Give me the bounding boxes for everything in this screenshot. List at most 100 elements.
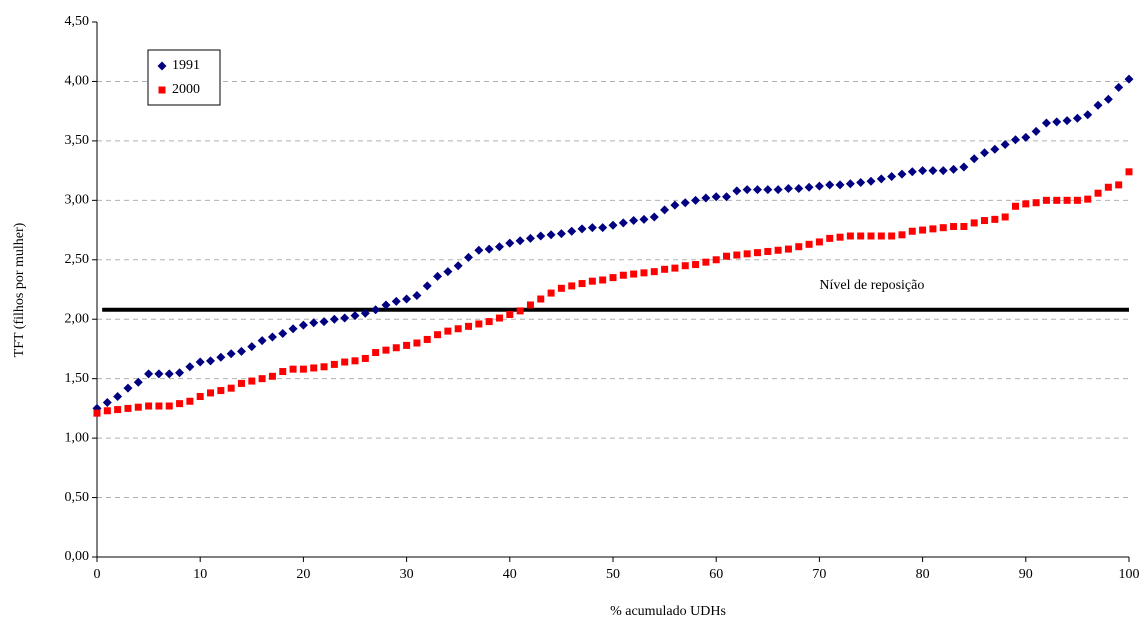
point: [784, 245, 792, 253]
y-tick-label: 0,00: [65, 549, 90, 564]
point: [950, 222, 958, 230]
point: [237, 379, 245, 387]
point: [423, 335, 431, 343]
point: [733, 251, 741, 259]
point: [206, 356, 216, 366]
point: [310, 364, 318, 372]
point: [939, 224, 947, 232]
point: [247, 342, 257, 352]
x-tick-label: 60: [709, 567, 723, 582]
point: [598, 223, 608, 233]
point: [1084, 195, 1092, 203]
point: [216, 352, 226, 362]
point: [671, 264, 679, 272]
point: [826, 234, 834, 242]
legend-marker: [157, 61, 167, 71]
point: [443, 267, 453, 277]
point: [195, 357, 205, 367]
point: [753, 249, 761, 257]
point: [1042, 196, 1050, 204]
point: [114, 406, 122, 414]
point: [661, 265, 669, 273]
x-tick-label: 40: [503, 567, 517, 582]
point: [516, 307, 524, 315]
point: [350, 311, 360, 321]
x-tick-label: 90: [1019, 567, 1033, 582]
legend-label: 2000: [172, 82, 200, 97]
point: [165, 402, 173, 410]
point: [888, 232, 896, 240]
point: [990, 144, 1000, 154]
point: [557, 284, 565, 292]
point: [360, 308, 370, 318]
point: [485, 318, 493, 326]
legend-label: 1991: [172, 58, 200, 73]
x-tick-label: 80: [916, 567, 930, 582]
point: [1103, 94, 1113, 104]
point: [568, 282, 576, 290]
point: [124, 404, 132, 412]
point: [506, 310, 514, 318]
point: [1021, 132, 1031, 142]
point: [692, 261, 700, 269]
point: [299, 365, 307, 373]
point: [578, 280, 586, 288]
point: [268, 372, 276, 380]
reference-label: Nível de reposição: [819, 278, 924, 293]
point: [742, 185, 752, 195]
y-tick-label: 1,00: [65, 430, 90, 445]
point: [227, 384, 235, 392]
point: [444, 327, 452, 335]
point: [1053, 196, 1061, 204]
point: [537, 295, 545, 303]
point: [413, 339, 421, 347]
point: [330, 360, 338, 368]
point: [567, 226, 577, 236]
point: [433, 271, 443, 281]
point: [857, 232, 865, 240]
point: [919, 226, 927, 234]
point: [185, 362, 195, 372]
point: [556, 229, 566, 239]
point: [928, 166, 938, 176]
point: [288, 324, 298, 334]
point: [856, 178, 866, 187]
point: [402, 294, 412, 304]
point: [743, 250, 751, 258]
point: [278, 328, 288, 338]
point: [175, 368, 185, 378]
point: [207, 389, 215, 397]
point: [123, 383, 133, 393]
point: [1083, 110, 1093, 120]
point: [1031, 126, 1041, 136]
point: [341, 358, 349, 366]
point: [1010, 135, 1020, 145]
point: [217, 387, 225, 395]
point: [867, 232, 875, 240]
point: [1032, 199, 1040, 207]
point: [279, 368, 287, 376]
point: [1073, 196, 1081, 204]
point: [93, 409, 101, 417]
point: [465, 322, 473, 330]
point: [681, 262, 689, 270]
point: [763, 185, 773, 195]
point: [949, 164, 959, 174]
point: [474, 245, 484, 255]
point: [639, 214, 649, 224]
point: [609, 274, 617, 282]
point: [1104, 183, 1112, 191]
point: [495, 314, 503, 322]
point: [422, 281, 432, 291]
point: [505, 238, 515, 248]
point: [836, 233, 844, 241]
point: [588, 277, 596, 285]
point: [908, 227, 916, 235]
y-tick-label: 3,50: [65, 133, 90, 148]
point: [196, 393, 204, 400]
point: [412, 290, 422, 300]
point: [981, 217, 989, 225]
point: [382, 346, 390, 354]
point: [805, 240, 813, 248]
